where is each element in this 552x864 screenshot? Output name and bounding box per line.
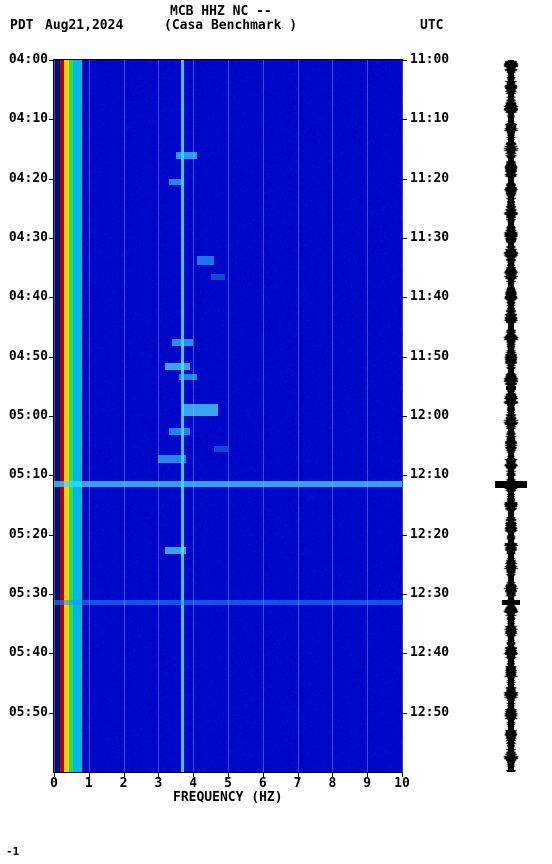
xtick: 1 [85, 776, 93, 791]
xtick: 8 [328, 776, 336, 791]
ytick-right: 12:30 [410, 586, 449, 601]
date-label: Aug21,2024 [45, 18, 123, 33]
ytick-right: 11:40 [410, 289, 449, 304]
ytick-left: 05:10 [4, 467, 48, 482]
ytick-right: 12:40 [410, 645, 449, 660]
tz-left-label: PDT [10, 18, 33, 33]
spectrogram-plot [54, 60, 402, 772]
ytick-right: 11:50 [410, 349, 449, 364]
xtick: 5 [224, 776, 232, 791]
ytick-right: 12:10 [410, 467, 449, 482]
ytick-right: 11:20 [410, 171, 449, 186]
ytick-right: 12:00 [410, 408, 449, 423]
xtick: 6 [259, 776, 267, 791]
ytick-left: 05:20 [4, 527, 48, 542]
waveform-trace [486, 60, 536, 772]
ytick-right: 11:10 [410, 111, 449, 126]
station-title: MCB HHZ NC -- [170, 4, 272, 19]
xtick: 9 [363, 776, 371, 791]
ytick-left: 04:40 [4, 289, 48, 304]
ytick-left: 05:40 [4, 645, 48, 660]
ytick-left: 04:20 [4, 171, 48, 186]
ytick-left: 04:50 [4, 349, 48, 364]
xtick: 4 [189, 776, 197, 791]
station-subtitle: (Casa Benchmark ) [164, 18, 297, 33]
tz-right-label: UTC [420, 18, 443, 33]
xtick: 7 [294, 776, 302, 791]
xtick: 0 [50, 776, 58, 791]
ytick-right: 11:30 [410, 230, 449, 245]
ytick-left: 05:30 [4, 586, 48, 601]
ytick-left: 04:30 [4, 230, 48, 245]
ytick-right: 11:00 [410, 52, 449, 67]
xtick: 3 [154, 776, 162, 791]
ytick-right: 12:50 [410, 705, 449, 720]
ytick-left: 05:50 [4, 705, 48, 720]
xtick: 10 [394, 776, 410, 791]
ytick-left: 05:00 [4, 408, 48, 423]
x-axis-label: FREQUENCY (HZ) [173, 790, 283, 805]
ytick-left: 04:10 [4, 111, 48, 126]
ytick-right: 12:20 [410, 527, 449, 542]
footer-mark: -1 [6, 845, 19, 858]
xtick: 2 [120, 776, 128, 791]
ytick-left: 04:00 [4, 52, 48, 67]
